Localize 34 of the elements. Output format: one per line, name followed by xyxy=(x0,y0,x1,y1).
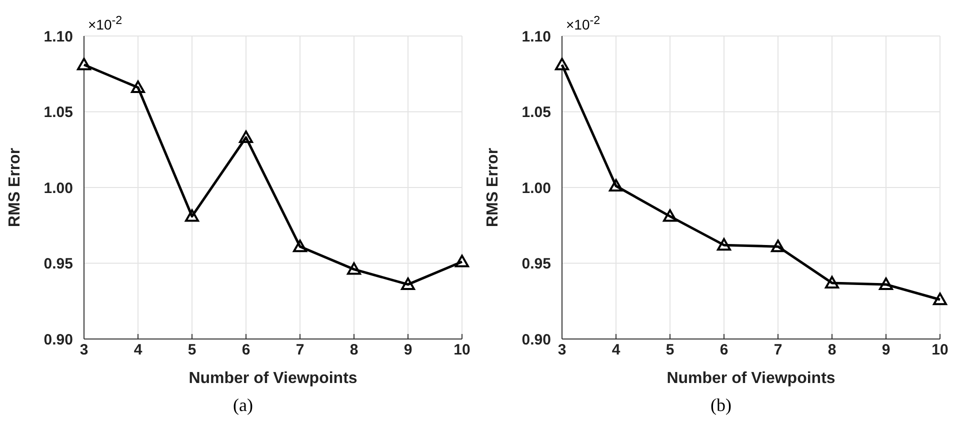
y-tick-label: 0.95 xyxy=(522,256,551,273)
x-tick-label: 10 xyxy=(454,342,470,359)
text: (b) xyxy=(710,395,732,416)
y-tick-label: 0.90 xyxy=(44,331,73,348)
x-tick-label: 7 xyxy=(296,342,304,359)
y-tick-label: 1.05 xyxy=(44,104,73,122)
x-tick-label: 3 xyxy=(80,342,88,359)
text: ×10$^{-2}$ xyxy=(88,14,122,33)
x-tick-label: 4 xyxy=(134,342,143,359)
x-tick-label: 8 xyxy=(350,342,358,359)
x-tick-label: 9 xyxy=(882,342,890,359)
x-axis-title: Number of Viewpoints xyxy=(666,370,836,387)
x-tick-label: 6 xyxy=(720,342,728,359)
y-tick-label: 0.90 xyxy=(522,331,551,348)
y-tick-label: 1.00 xyxy=(522,180,551,197)
y-tick-label: 1.10 xyxy=(522,28,551,46)
y-tick-label: 0.95 xyxy=(44,256,73,273)
y-axis-title: RMS Error xyxy=(484,148,502,228)
text: ×10$^{-2}$ xyxy=(566,14,600,33)
x-tick-label: 4 xyxy=(612,342,621,359)
x-tick-label: 10 xyxy=(932,342,948,359)
x-tick-label: 7 xyxy=(774,342,782,359)
x-tick-label: 5 xyxy=(666,342,674,359)
y-tick-label: 1.05 xyxy=(522,104,551,122)
x-axis-title: Number of Viewpoints xyxy=(188,370,358,387)
y-axis-title: RMS Error xyxy=(6,148,24,228)
y-tick-label: 1.10 xyxy=(44,28,73,46)
y-tick-label: 1.00 xyxy=(44,180,73,197)
x-tick-label: 3 xyxy=(558,342,566,359)
x-tick-label: 9 xyxy=(404,342,412,359)
x-tick-label: 6 xyxy=(242,342,250,359)
text: (a) xyxy=(232,395,254,416)
x-tick-label: 8 xyxy=(828,342,836,359)
x-tick-label: 5 xyxy=(188,342,196,359)
